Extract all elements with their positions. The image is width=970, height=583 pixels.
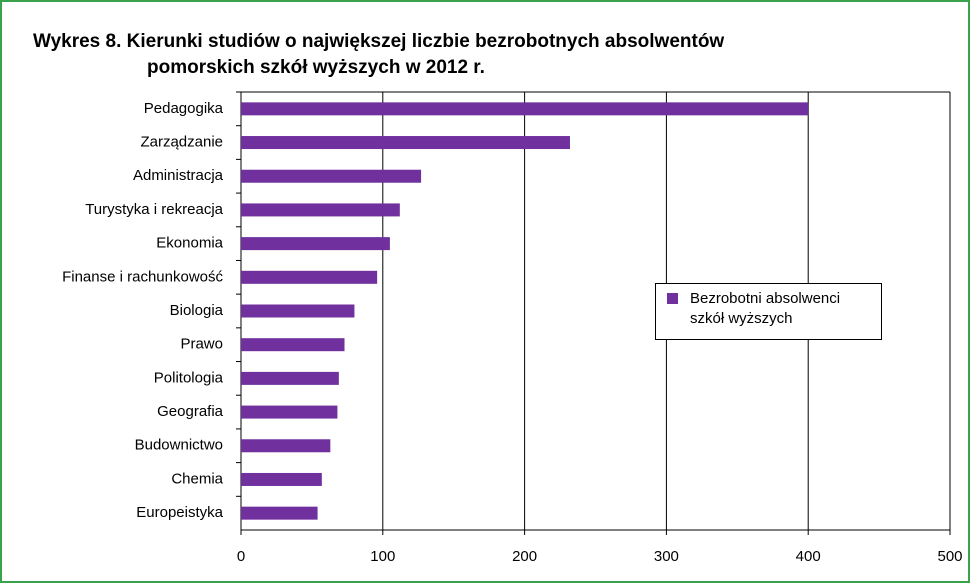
bar — [241, 304, 355, 318]
bar — [241, 439, 331, 453]
bar — [241, 136, 570, 150]
y-tick-label: Politologia — [154, 369, 224, 386]
bar — [241, 405, 338, 419]
chart-title: Wykres 8. Kierunki studiów o największej… — [33, 31, 724, 52]
bar — [241, 506, 318, 520]
y-tick-label: Biologia — [170, 302, 224, 319]
legend-label: Bezrobotni absolwenci szkół wyższych — [690, 290, 841, 327]
y-tick-label: Zarządzanie — [140, 134, 223, 151]
x-tick-label: 500 — [937, 548, 962, 565]
x-tick-label: 200 — [512, 548, 537, 565]
bar — [241, 371, 339, 385]
bar — [241, 102, 809, 116]
bar — [241, 203, 400, 217]
legend: Bezrobotni absolwenci szkół wyższych — [655, 283, 882, 340]
bar — [241, 169, 422, 183]
x-tick-label: 400 — [796, 548, 821, 565]
x-tick-label: 100 — [370, 548, 395, 565]
y-tick-label: Ekonomia — [156, 235, 223, 252]
bar — [241, 237, 390, 251]
y-tick-label: Chemia — [171, 470, 223, 487]
y-tick-label: Finanse i rachunkowość — [62, 268, 223, 285]
legend-swatch — [667, 293, 678, 304]
bar — [241, 338, 345, 352]
chart-title: pomorskich szkół wyższych w 2012 r. — [147, 57, 485, 78]
y-tick-label: Administracja — [133, 167, 224, 184]
bar — [241, 270, 378, 284]
y-tick-label: Europeistyka — [136, 504, 223, 521]
bar — [241, 472, 322, 486]
y-tick-label: Turystyka i rekreacja — [85, 201, 223, 218]
x-tick-label: 300 — [654, 548, 679, 565]
x-tick-label: 0 — [237, 548, 245, 565]
y-tick-label: Budownictwo — [135, 437, 223, 454]
y-tick-label: Geografia — [157, 403, 224, 420]
y-tick-label: Prawo — [180, 336, 223, 353]
y-tick-label: Pedagogika — [144, 100, 224, 117]
